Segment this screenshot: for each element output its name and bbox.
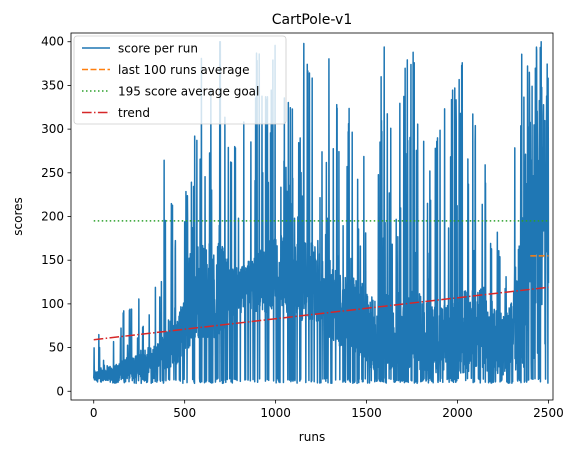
- legend: score per run last 100 runs average 195 sc…: [73, 35, 287, 125]
- series-group: [92, 40, 550, 385]
- series-score-per-run: [92, 40, 550, 385]
- x-axis: 0 500 1000 1500 2000 2500: [90, 400, 564, 420]
- x-tick-label: 1000: [260, 406, 291, 420]
- x-tick-label: 0: [90, 406, 98, 420]
- x-tick-label: 1500: [351, 406, 382, 420]
- y-tick-label: 50: [49, 341, 64, 355]
- y-tick-label: 100: [41, 297, 64, 311]
- chart-title: CartPole-v1: [272, 12, 352, 28]
- x-tick-label: 2500: [533, 406, 564, 420]
- x-tick-label: 500: [173, 406, 196, 420]
- y-tick-label: 350: [41, 78, 64, 92]
- y-axis: 0 50 100 150 200 250 300 350 400: [41, 35, 71, 398]
- x-tick-label: 2000: [442, 406, 473, 420]
- legend-label: 195 score average goal: [118, 85, 259, 99]
- series-line-4: [93, 286, 549, 341]
- y-tick-label: 0: [56, 384, 64, 398]
- y-tick-label: 150: [41, 253, 64, 267]
- legend-label: score per run: [118, 42, 198, 56]
- x-axis-label: runs: [299, 430, 325, 444]
- y-tick-label: 200: [41, 210, 64, 224]
- y-tick-label: 400: [41, 35, 64, 49]
- legend-label: trend: [118, 106, 150, 120]
- legend-box: [73, 35, 287, 125]
- y-tick-label: 300: [41, 122, 64, 136]
- legend-label: last 100 runs average: [118, 63, 250, 77]
- y-axis-label: scores: [11, 197, 25, 236]
- y-tick-label: 250: [41, 166, 64, 180]
